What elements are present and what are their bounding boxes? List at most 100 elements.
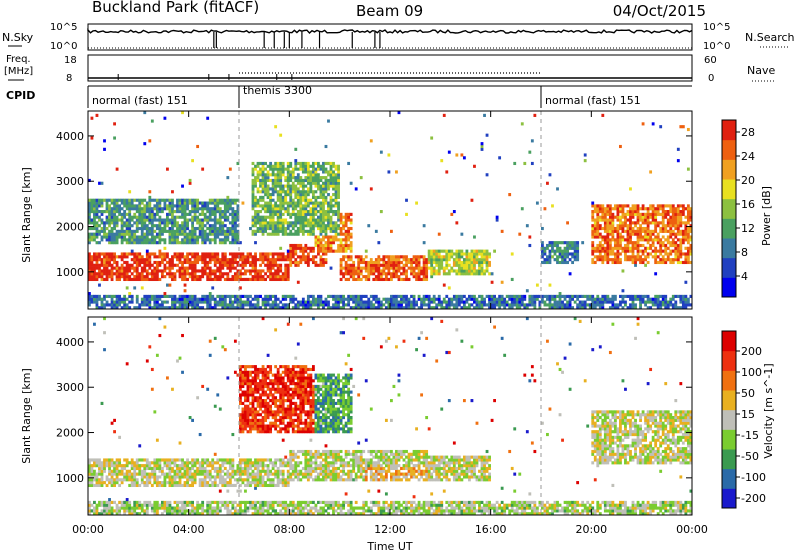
- data-cell: [596, 218, 600, 222]
- data-cell: [241, 201, 245, 205]
- data-cell: [95, 478, 99, 482]
- data-cell: [442, 306, 446, 310]
- data-cell: [186, 303, 189, 307]
- data-cell: [483, 258, 486, 262]
- data-cell: [306, 212, 310, 216]
- data-cell: [153, 461, 157, 465]
- data-cell: [223, 277, 227, 282]
- data-cell: [233, 226, 237, 231]
- data-cell: [523, 161, 527, 166]
- data-cell: [488, 294, 491, 298]
- data-cell: [639, 306, 642, 310]
- data-cell: [108, 458, 111, 462]
- data-cell: [145, 229, 149, 233]
- data-cell: [596, 232, 600, 236]
- data-cell: [417, 297, 421, 301]
- data-cell: [666, 204, 670, 208]
- data-cell: [158, 198, 162, 202]
- data-cell: [276, 198, 280, 202]
- data-cell: [221, 198, 225, 202]
- data-cell: [95, 255, 99, 259]
- data-cell: [153, 458, 157, 462]
- data-cell: [676, 294, 680, 298]
- data-cell: [304, 161, 308, 166]
- data-cell: [382, 260, 386, 265]
- data-cell: [654, 297, 658, 301]
- data-cell: [264, 294, 267, 298]
- data-cell: [319, 255, 323, 259]
- data-cell: [601, 218, 605, 222]
- data-cell: [311, 232, 315, 236]
- data-cell: [138, 221, 142, 225]
- data-cell: [510, 294, 514, 298]
- data-cell: [659, 306, 663, 310]
- data-cell: [598, 246, 602, 250]
- data-cell: [145, 258, 149, 262]
- data-cell: [105, 210, 109, 214]
- data-cell: [90, 503, 94, 507]
- data-cell: [447, 255, 451, 259]
- data-cell: [108, 500, 111, 504]
- data-cell: [264, 215, 267, 219]
- data-cell: [384, 255, 388, 259]
- data-cell: [619, 224, 622, 228]
- data-cell: [669, 210, 673, 214]
- data-cell: [90, 263, 94, 267]
- data-cell: [369, 300, 373, 304]
- data-cell: [213, 224, 217, 228]
- data-cell: [251, 255, 255, 259]
- data-cell: [95, 212, 99, 216]
- data-cell: [369, 269, 373, 273]
- data-cell: [115, 207, 119, 211]
- data-cell: [344, 232, 348, 236]
- data-cell: [148, 238, 152, 242]
- data-cell: [314, 178, 318, 183]
- data-cell: [123, 277, 127, 282]
- data-cell: [319, 210, 323, 214]
- data-cell: [304, 215, 308, 219]
- data-cell: [153, 472, 157, 476]
- data-cell: [591, 258, 595, 262]
- data-cell: [629, 249, 632, 253]
- data-cell: [191, 215, 194, 219]
- data-cell: [226, 306, 230, 310]
- data-cell: [611, 226, 615, 231]
- data-cell: [473, 258, 476, 262]
- data-cell: [619, 210, 622, 214]
- data-cell: [337, 181, 340, 185]
- data-cell: [155, 201, 159, 205]
- data-cell: [123, 503, 127, 507]
- data-cell: [468, 297, 471, 301]
- data-cell: [286, 181, 290, 185]
- data-cell: [608, 241, 612, 245]
- data-cell: [259, 252, 262, 256]
- data-cell: [294, 193, 298, 197]
- data-cell: [347, 161, 351, 166]
- data-cell: [191, 235, 194, 239]
- data-cell: [269, 226, 273, 231]
- data-cell: [384, 297, 388, 301]
- data-cell: [150, 466, 154, 471]
- data-cell: [206, 263, 210, 267]
- data-cell: [543, 260, 547, 265]
- data-cell: [334, 178, 338, 183]
- data-cell: [573, 294, 577, 298]
- data-cell: [213, 263, 217, 267]
- data-cell: [98, 258, 101, 262]
- data-cell: [344, 260, 348, 265]
- data-cell: [306, 198, 310, 202]
- data-cell: [395, 297, 398, 301]
- data-cell: [115, 466, 119, 471]
- data-cell: [661, 204, 665, 208]
- data-cell: [322, 306, 325, 310]
- data-cell: [681, 241, 685, 245]
- data-cell: [392, 272, 396, 276]
- data-cell: [556, 246, 559, 250]
- data-cell: [470, 255, 474, 259]
- data-cell: [314, 218, 318, 222]
- data-cell: [402, 297, 406, 301]
- data-cell: [631, 221, 635, 225]
- data-cell: [145, 226, 149, 231]
- data-cell: [110, 500, 114, 504]
- data-cell: [286, 187, 290, 191]
